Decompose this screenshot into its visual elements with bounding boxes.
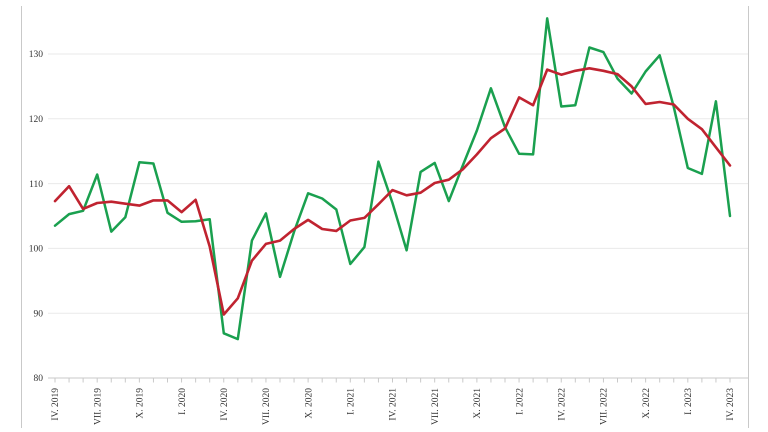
x-tick-label: IV. 2022 (557, 388, 567, 421)
x-tick-label: X. 2019 (136, 388, 146, 419)
x-tick-label: I. 2023 (684, 388, 694, 415)
red-series-line (53, 67, 732, 316)
x-tick-label: VII. 2021 (431, 388, 441, 425)
x-tick-label: IV. 2019 (51, 388, 61, 421)
y-tick-label: 90 (34, 309, 44, 319)
x-tick-label: IV. 2023 (726, 388, 736, 421)
x-tick-label: VII. 2020 (262, 388, 272, 425)
x-tick-label: I. 2020 (178, 388, 188, 415)
x-tick-label: VII. 2022 (600, 388, 610, 425)
y-tick-label: 130 (29, 50, 44, 60)
y-tick-label: 80 (34, 374, 44, 384)
x-tick-label: VII. 2019 (93, 388, 103, 425)
y-tick-label: 110 (29, 180, 43, 190)
green-series-line (53, 17, 732, 341)
x-tick-label: I. 2021 (347, 388, 357, 415)
y-tick-label: 100 (29, 245, 44, 255)
x-tick-label: X. 2020 (304, 388, 314, 419)
x-tick-label: I. 2022 (515, 388, 525, 415)
x-tick-label: X. 2022 (642, 388, 652, 419)
y-tick-label: 120 (29, 115, 44, 125)
x-tick-label: IV. 2021 (389, 388, 399, 421)
x-tick-label: X. 2021 (473, 388, 483, 419)
x-tick-label: IV. 2020 (220, 388, 230, 421)
